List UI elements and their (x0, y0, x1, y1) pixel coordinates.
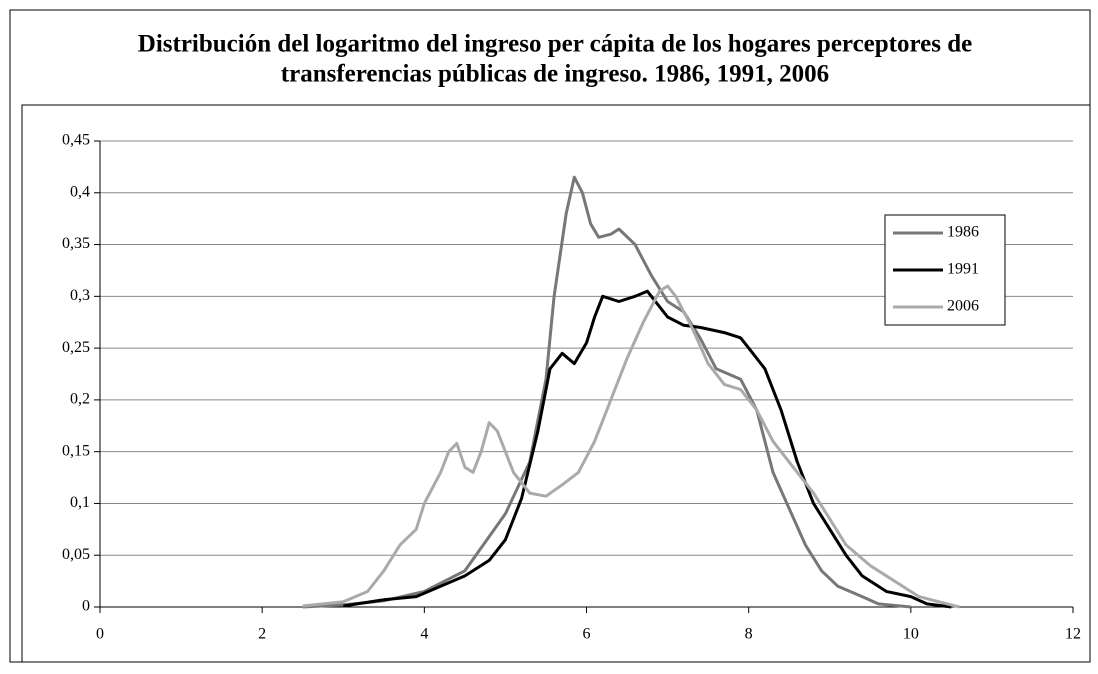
legend-label: 2006 (947, 298, 979, 315)
series-line (302, 175, 911, 609)
plot-frame (21, 104, 1091, 663)
x-tick-label: 6 (583, 626, 591, 643)
x-tick-label: 2 (258, 626, 266, 643)
x-tick-label: 10 (903, 626, 919, 643)
y-tick-label: 0 (82, 598, 90, 615)
y-tick-label: 0,25 (62, 339, 90, 356)
y-tick-label: 0,3 (70, 287, 90, 304)
y-tick-label: 0,35 (62, 235, 90, 252)
x-tick-label: 4 (420, 626, 428, 643)
y-tick-label: 0,4 (70, 183, 90, 200)
x-tick-label: 12 (1065, 626, 1081, 643)
y-tick-label: 0,15 (62, 442, 90, 459)
series-line (302, 284, 960, 609)
y-tick-label: 0,2 (70, 391, 90, 408)
legend-label: 1991 (947, 261, 979, 278)
series-line (343, 289, 952, 609)
y-tick-label: 0,1 (70, 494, 90, 511)
x-tick-label: 0 (96, 626, 104, 643)
chart-title: Distribución del logaritmo del ingreso p… (138, 31, 972, 58)
x-tick-label: 8 (745, 626, 753, 643)
y-tick-label: 0,05 (62, 546, 90, 563)
y-tick-label: 0,45 (62, 132, 90, 149)
legend-label: 1986 (947, 224, 979, 241)
chart-title: transferencias públicas de ingreso. 1986… (281, 61, 829, 88)
